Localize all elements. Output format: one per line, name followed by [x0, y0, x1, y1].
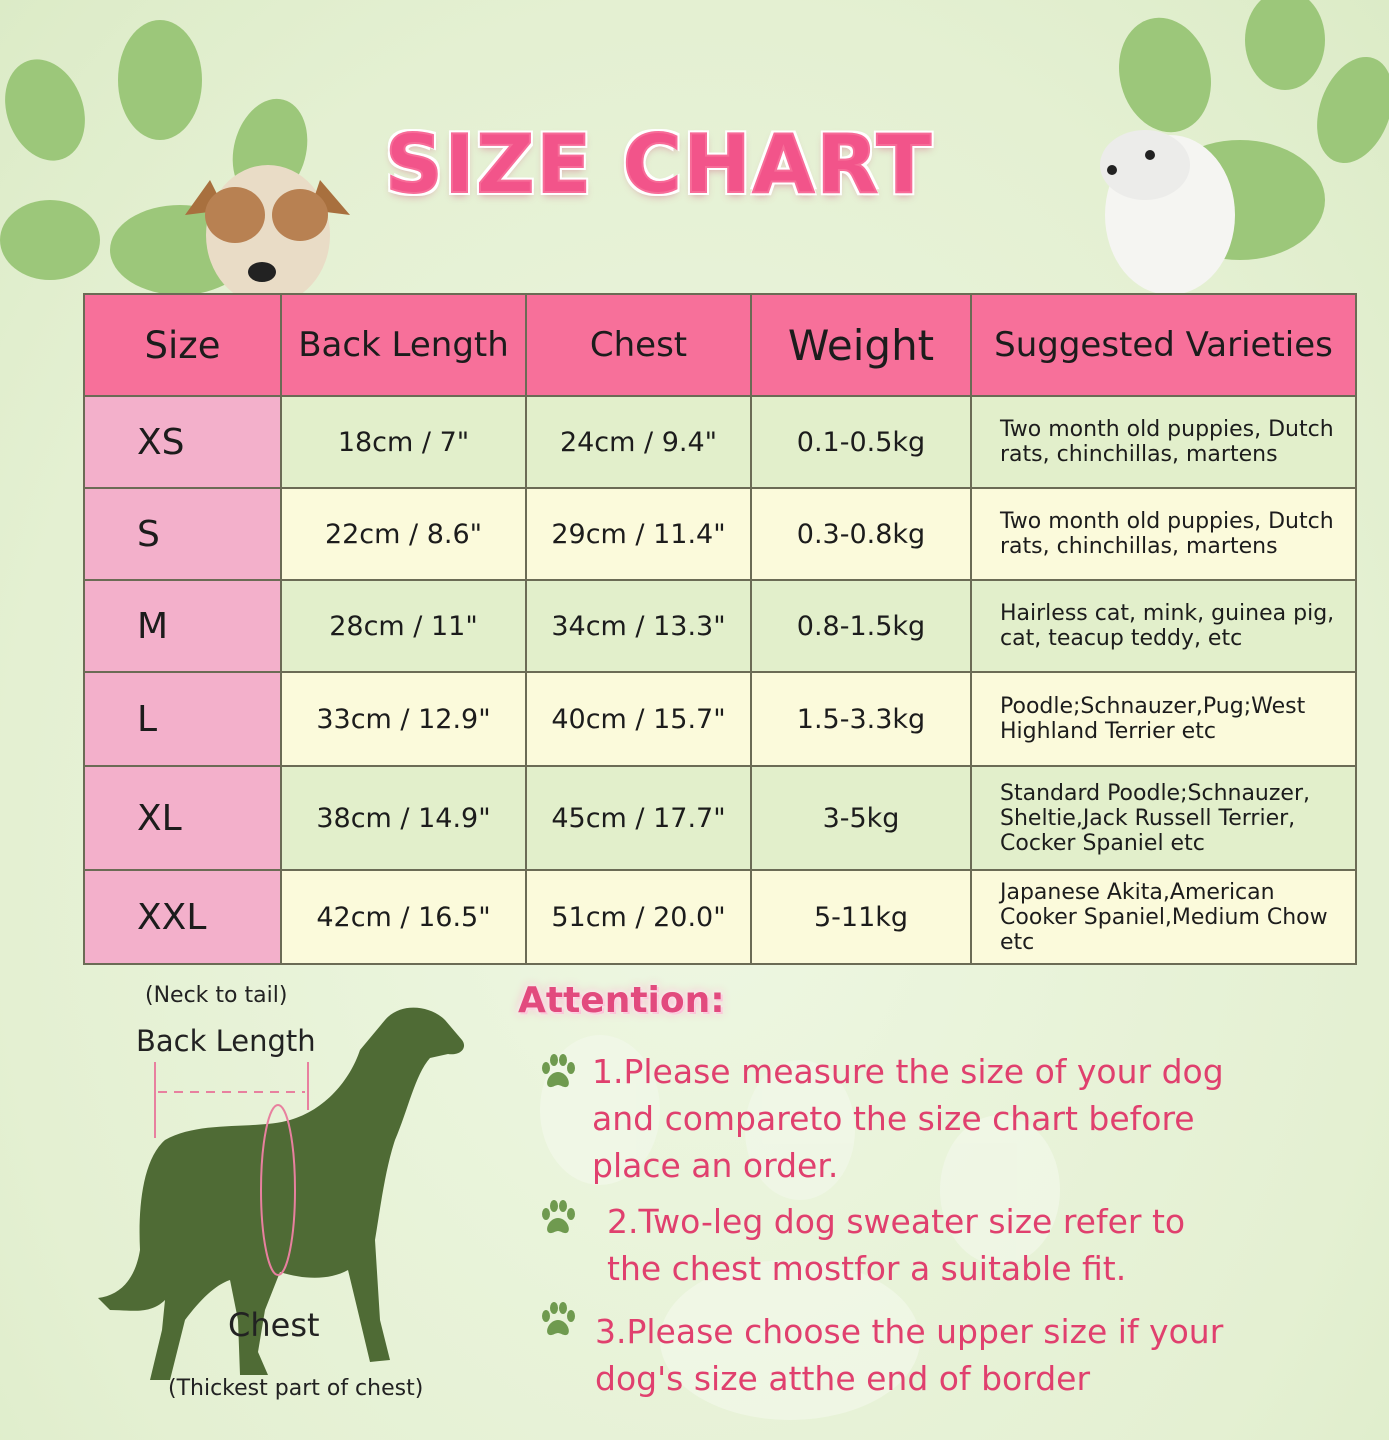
header-chest: Chest	[525, 293, 752, 397]
chest-cell: 34cm / 13.3"	[525, 579, 752, 673]
table-row: S 22cm / 8.6" 29cm / 11.4" 0.3-0.8kg Two mon…	[83, 487, 1357, 581]
back-length-cell: 22cm / 8.6"	[280, 487, 527, 581]
paw-icon	[542, 1200, 575, 1234]
weight-cell: 5-11kg	[750, 869, 972, 965]
chest-note: (Thickest part of chest)	[168, 1376, 424, 1401]
size-cell: L	[83, 671, 282, 767]
back-length-cell: 38cm / 14.9"	[280, 765, 527, 871]
size-cell: XL	[83, 765, 282, 871]
back-length-note: (Neck to tail)	[145, 983, 288, 1008]
header-size: Size	[83, 293, 282, 397]
weight-cell: 1.5-3.3kg	[750, 671, 972, 767]
size-cell: XXL	[83, 869, 282, 965]
chest-cell: 29cm / 11.4"	[525, 487, 752, 581]
varieties-cell: Standard Poodle;Schnauzer, Sheltie,Jack …	[970, 765, 1357, 871]
size-cell: M	[83, 579, 282, 673]
back-length-cell: 28cm / 11"	[280, 579, 527, 673]
chest-label: Chest	[228, 1306, 320, 1344]
back-length-cell: 42cm / 16.5"	[280, 869, 527, 965]
header-weight: Weight	[750, 293, 972, 397]
weight-cell: 0.1-0.5kg	[750, 395, 972, 489]
weight-cell: 3-5kg	[750, 765, 972, 871]
table-row: M 28cm / 11" 34cm / 13.3" 0.8-1.5kg Hairless…	[83, 579, 1357, 673]
size-table: Size Back Length Chest Weight Suggested …	[83, 293, 1357, 965]
table-row: XS 18cm / 7" 24cm / 9.4" 0.1-0.5kg Two month…	[83, 395, 1357, 489]
table-row: XXL 42cm / 16.5" 51cm / 20.0" 5-11kg Japanes…	[83, 869, 1357, 965]
varieties-cell: Two month old puppies, Dutch rats, chinc…	[970, 395, 1357, 489]
paw-icon	[540, 1035, 1060, 1420]
chest-cell: 51cm / 20.0"	[525, 869, 752, 965]
paw-icon	[542, 1302, 575, 1336]
dog-silhouette-icon	[98, 1007, 465, 1380]
paw-icon	[542, 1054, 575, 1088]
chest-cell: 24cm / 9.4"	[525, 395, 752, 489]
dog-photo-right	[1100, 130, 1235, 295]
measurement-diagram: (Neck to tail) Back Length Chest (Thicke…	[90, 980, 490, 1410]
varieties-cell: Poodle;Schnauzer,Pug;West Highland Terri…	[970, 671, 1357, 767]
header-back-length: Back Length	[280, 293, 527, 397]
table-header-row: Size Back Length Chest Weight Suggested …	[83, 293, 1357, 397]
attention-title: Attention:	[518, 980, 725, 1021]
attention-item: 2.Two-leg dog sweater size refer to the …	[607, 1202, 1186, 1288]
weight-cell: 0.3-0.8kg	[750, 487, 972, 581]
back-length-label: Back Length	[136, 1024, 316, 1058]
page-title: SIZE CHART	[384, 117, 934, 212]
attention-item: 3.Please choose the upper size if your d…	[595, 1312, 1224, 1398]
header-suggested-varieties: Suggested Varieties	[970, 293, 1357, 397]
attention-item: 1.Please measure the size of your dog an…	[592, 1052, 1224, 1185]
table-row: XL 38cm / 14.9" 45cm / 17.7" 3-5kg Standard …	[83, 765, 1357, 871]
weight-cell: 0.8-1.5kg	[750, 579, 972, 673]
varieties-cell: Japanese Akita,American Cooker Spaniel,M…	[970, 869, 1357, 965]
back-length-cell: 33cm / 12.9"	[280, 671, 527, 767]
back-length-cell: 18cm / 7"	[280, 395, 527, 489]
size-cell: XS	[83, 395, 282, 489]
table-row: L 33cm / 12.9" 40cm / 15.7" 1.5-3.3kg Poodle…	[83, 671, 1357, 767]
chest-cell: 40cm / 15.7"	[525, 671, 752, 767]
chest-cell: 45cm / 17.7"	[525, 765, 752, 871]
dog-photo-left	[185, 165, 350, 305]
varieties-cell: Two month old puppies, Dutch rats, chinc…	[970, 487, 1357, 581]
size-cell: S	[83, 487, 282, 581]
paw-icon	[0, 20, 308, 295]
varieties-cell: Hairless cat, mink, guinea pig, cat, tea…	[970, 579, 1357, 673]
